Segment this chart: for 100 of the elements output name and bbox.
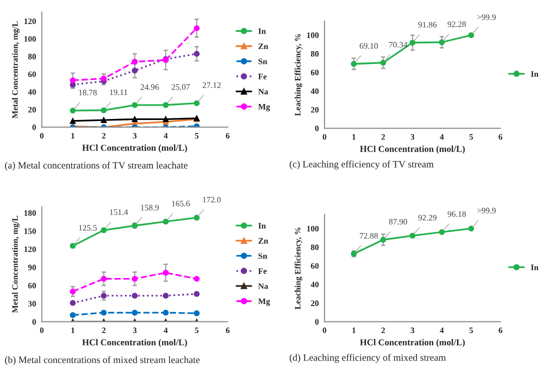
data-label: 25.07 [172,84,190,90]
x-axis-title: HCl Concentration (mol/L) [82,144,188,153]
y-tick-label: 100 [307,32,319,38]
y-tick-label: 100 [24,36,36,42]
y-tick-label: 30 [28,300,36,307]
x-tick-label: 0 [322,328,326,334]
legend-label: Sn [258,253,268,259]
x-tick-label: 2 [102,328,106,334]
y-tick-label: 80 [310,244,319,250]
data-label: 24.96 [140,84,159,90]
legend-label: In [530,71,538,77]
y-tick-label: 0 [315,126,319,132]
x-tick-label: 2 [381,328,385,334]
x-tick-label: 5 [469,328,473,334]
x-tick-label: 5 [194,328,198,334]
data-label: 27.12 [202,82,221,88]
data-label: 92.28 [448,21,466,28]
x-tick-label: 0 [40,328,44,334]
x-tick-label: 4 [440,134,444,140]
data-label: 72.88 [360,232,378,239]
y-tick-label: 80 [28,54,36,60]
y-tick-label: 40 [28,89,36,95]
y-tick-label: 80 [310,51,319,57]
legend-label: In [258,28,266,34]
y-tick-label: 20 [310,107,319,113]
x-tick-label: 1 [71,328,74,334]
x-axis-title: HCl Concentration (mol/L) [360,339,465,348]
x-tick-label: 6 [498,328,502,334]
x-tick-label: 1 [71,132,74,138]
x-tick-label: 3 [132,328,137,334]
y-tick-label: 100 [307,226,319,232]
x-tick-label: 1 [352,134,356,140]
data-label: 91.86 [418,22,437,28]
x-tick-label: 6 [226,328,230,334]
y-tick-label: 180 [24,210,36,216]
data-label: 70.34 [389,42,408,48]
data-label: 158.9 [141,204,159,210]
legend-label: Fe [258,268,267,274]
y-tick-label: 0 [32,319,36,325]
x-tick-label: 0 [40,132,44,139]
y-tick-label: 60 [310,263,319,269]
y-tick-label: 0 [32,124,36,130]
y-tick-label: 90 [28,264,36,270]
text: (d) Leaching efficiency of mixed stream [290,354,446,363]
x-tick-label: 6 [226,132,230,139]
y-tick-label: 120 [24,18,36,24]
x-tick-label: 3 [410,134,414,140]
legend-label: Fe [258,74,267,80]
x-tick-label: 0 [322,134,326,140]
x-tick-label: 4 [440,328,444,334]
x-tick-label: 6 [498,134,502,140]
x-tick-label: 3 [410,328,414,334]
legend-label: Sn [258,58,268,64]
text: (b) Metal concentrations of mixed stream leachate [5,356,200,366]
data-label: 69.10 [360,43,378,49]
x-tick-label: 1 [352,328,356,334]
x-axis-title: HCl Concentration (mol/L) [360,146,465,154]
legend-label: Zn [258,44,268,50]
legend-label: Zn [258,238,268,244]
y-tick-label: 60 [28,282,36,288]
x-tick-label: 2 [381,134,385,140]
y-tick-label: 40 [310,88,319,94]
y-tick-label: 40 [310,282,319,288]
text: (c) Leaching efficiency of TV stream [290,160,434,170]
y-tick-label: 120 [24,246,36,252]
x-axis-title: HCl Concentration (mol/L) [82,339,188,348]
y-axis-title: Leaching Efficiency, % [294,34,302,116]
data-label: 125.5 [79,225,97,231]
data-label: 96.18 [448,211,466,217]
y-axis-title: Metal Concentration, mg/L [12,216,20,313]
y-tick-label: 60 [28,71,36,78]
data-label: >99.9 [477,208,496,214]
y-axis-title: Metal Concentration, mg/L [12,21,20,118]
x-tick-label: 2 [102,132,106,138]
y-tick-label: 20 [310,300,319,306]
x-tick-label: 5 [194,133,198,139]
x-tick-label: 4 [164,328,168,334]
data-label: 18.78 [79,90,97,96]
data-label: 172.0 [203,196,221,203]
legend-label: Mg [258,104,270,112]
legend-label: Na [258,283,268,290]
y-axis-title: Leaching Efficiency, % [294,228,302,310]
x-tick-label: 4 [164,133,168,138]
legend-label: Mg [258,298,270,306]
data-label: 151.4 [110,209,128,216]
x-tick-label: 5 [469,134,473,140]
y-tick-label: 0 [315,319,319,325]
y-tick-label: 60 [310,70,319,76]
data-label: 165.6 [172,200,190,206]
data-label: >99.9 [477,14,496,20]
data-label: 87.90 [389,218,408,225]
x-tick-label: 3 [132,132,137,139]
legend-label: Na [258,88,268,94]
legend-label: In [530,264,538,270]
legend-label: In [258,223,266,228]
text: (a) Metal concentrations of TV stream leachate [5,162,188,171]
y-tick-label: 20 [28,106,36,112]
y-tick-label: 150 [24,228,36,234]
data-label: 92.29 [418,214,436,220]
data-label: 19.11 [110,89,128,96]
